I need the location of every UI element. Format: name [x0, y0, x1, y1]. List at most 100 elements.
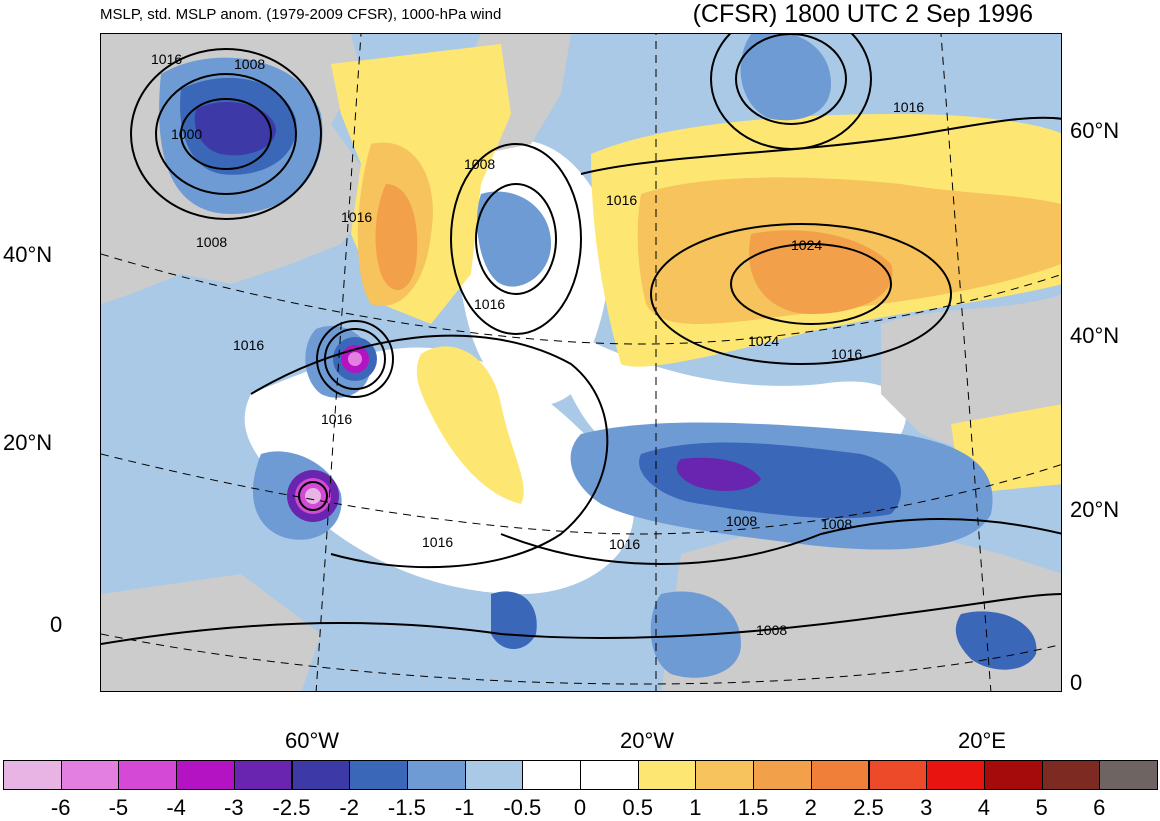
colorbar-swatch [464, 760, 524, 790]
colorbar-tick-label: 4 [977, 795, 991, 820]
neutral-region [541, 314, 907, 456]
map-panel: 1016 1008 1000 1008 1016 1008 1016 1016 … [100, 33, 1062, 692]
colorbar-tick-label: -0.5 [503, 795, 542, 820]
lat-label-right: 0 [1070, 670, 1083, 695]
isobar-label: 1016 [606, 192, 637, 208]
isobar [580, 116, 1061, 175]
colorbar-swatch [1099, 760, 1158, 790]
isobar-label: 1016 [233, 337, 264, 353]
colorbar-tick-label: 3 [920, 795, 933, 820]
colorbar-tick-label: -2 [339, 795, 359, 820]
colorbar-tick-label: -5 [108, 795, 129, 820]
isobars [101, 34, 1061, 645]
isobar [155, 73, 297, 195]
map-subtitle: MSLP, std. MSLP anom. (1979-2009 CFSR), … [100, 6, 502, 23]
colorbar-swatch [233, 760, 293, 790]
isobar-label: 1016 [609, 536, 640, 552]
isobar [298, 481, 328, 511]
lat-label-left: 40°N [3, 242, 53, 267]
isobar-label-group: 1016 1008 1000 1008 1016 1008 1016 1016 … [151, 51, 924, 638]
isobar-label: 1016 [893, 99, 924, 115]
isobar [250, 334, 609, 569]
colorbar-swatch [522, 760, 581, 790]
isobar-label: 1008 [196, 234, 227, 250]
lat-label-left: 0 [50, 612, 63, 637]
colorbar-swatch [753, 760, 812, 790]
colorbar-tick-label: -3 [224, 795, 244, 820]
colorbar-swatch [637, 760, 697, 790]
isobar-label: 1016 [474, 296, 505, 312]
isobar-label: 1008 [756, 622, 787, 638]
isobar-label: 1016 [151, 51, 182, 67]
neutral-region [244, 347, 634, 594]
colorbar-tick-label: -4 [166, 795, 186, 820]
isobar-label: 1016 [341, 209, 372, 225]
colorbar-tick-label: 2 [804, 795, 817, 820]
colorbar-tick-label: -6 [50, 795, 71, 820]
latitude-line [101, 633, 1061, 685]
colorbar-swatch [118, 760, 178, 790]
isobar-label: 1016 [831, 346, 862, 362]
lat-label-right: 20°N [1070, 497, 1120, 522]
colorbar-tick-label: 0 [573, 795, 587, 820]
isobar-label: 1016 [321, 411, 352, 427]
isobar-label: 1000 [171, 126, 202, 142]
isobar-label: 1024 [791, 237, 822, 253]
colorbar-swatch [349, 760, 408, 790]
isobar-label: 1008 [464, 156, 495, 172]
isobar [735, 34, 847, 125]
isobar [650, 223, 952, 365]
colorbar-swatch [810, 760, 870, 790]
map-title: (CFSR) 1800 UTC 2 Sep 1996 [692, 0, 1033, 28]
colorbar-tick-label: -2.5 [272, 795, 311, 820]
isobar [101, 593, 1061, 645]
isobar [130, 48, 322, 220]
low-north-america-core [194, 101, 276, 156]
hurricane-north-eye [348, 352, 362, 366]
colorbar-swatch [695, 760, 755, 790]
map-canvas: 1016 1008 1000 1008 1016 1008 1016 1016 … [101, 34, 1061, 691]
colorbar-tick-label: -1.5 [387, 795, 426, 820]
colorbar-tick-label: 2.5 [853, 795, 884, 820]
colorbar-swatch [868, 760, 928, 790]
colorbar-swatch [176, 760, 235, 790]
lat-label-left: 20°N [3, 430, 53, 455]
colorbar-swatch [3, 760, 62, 790]
longitude-line [315, 34, 362, 691]
positive-anomaly-max [375, 184, 418, 291]
latitude-line [101, 253, 1061, 345]
colorbar-swatch [60, 760, 120, 790]
lon-label-bottom: 20°W [620, 728, 675, 753]
colorbar-swatch [291, 760, 351, 790]
low-band-africa-core [676, 457, 761, 491]
isobar [730, 243, 892, 325]
isobar [450, 143, 582, 335]
lat-label-right: 40°N [1070, 323, 1120, 348]
isobar-label: 1008 [234, 56, 265, 72]
low-east-africa [955, 611, 1037, 670]
isobar-label: 1008 [821, 516, 852, 532]
land-south-america [101, 574, 321, 691]
colorbar-tick-label: 1.5 [737, 795, 769, 820]
colorbar-swatch [926, 760, 985, 790]
colorbar-swatch [1041, 760, 1101, 790]
isobar-label: 1008 [726, 513, 757, 529]
lat-label-right: 60°N [1070, 118, 1120, 143]
lon-label-bottom: 60°W [285, 728, 340, 753]
low-nordic [477, 191, 551, 287]
positive-anomaly-midatlantic [416, 346, 524, 504]
colorbar-swatch [983, 760, 1043, 790]
graticule [101, 34, 1061, 691]
isobar-label: 1024 [748, 333, 779, 349]
colorbar-tick-label: -1 [454, 795, 475, 820]
colorbar-tick-label: 5 [1035, 795, 1048, 820]
lon-label-bottom: 20°E [958, 728, 1006, 753]
isobar [500, 518, 1061, 565]
hurricane-south-eye [305, 488, 321, 504]
colorbar-swatch [406, 760, 466, 790]
isobar [475, 183, 557, 295]
colorbar-tick-label: 0.5 [622, 795, 653, 820]
low-arctic [740, 34, 831, 121]
isobar [316, 320, 394, 398]
latitude-line [101, 453, 1061, 535]
